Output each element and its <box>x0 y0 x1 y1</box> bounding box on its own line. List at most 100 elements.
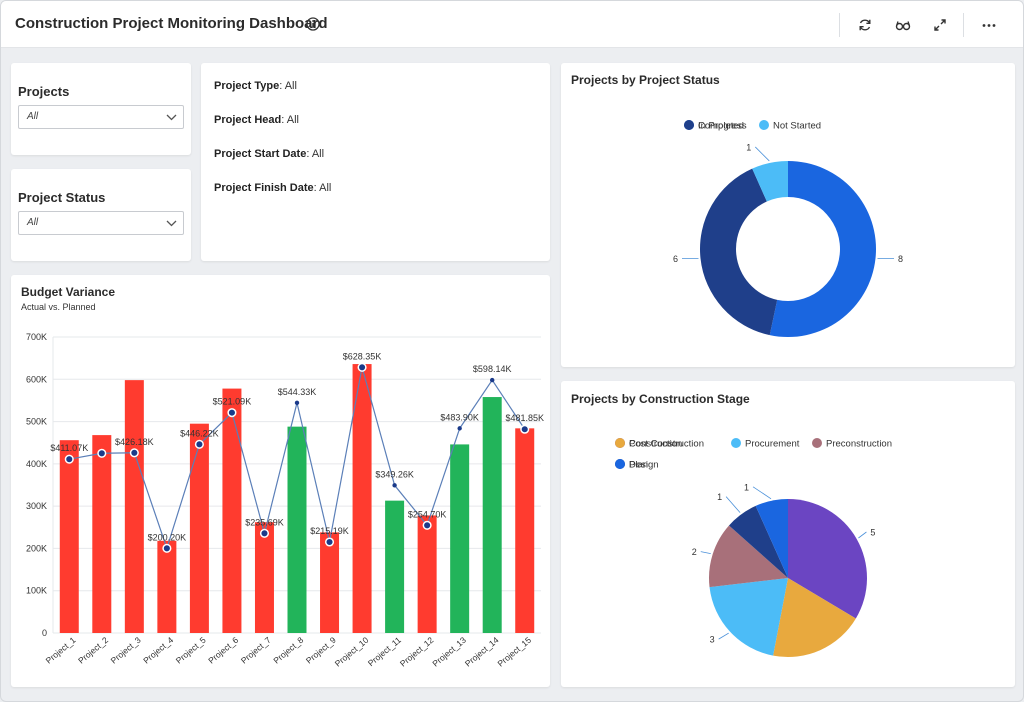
projects-select[interactable]: All <box>18 105 184 129</box>
legend-label: Post Construction <box>629 439 704 450</box>
line-point <box>490 377 495 383</box>
data-label: $544.33K <box>278 387 317 397</box>
pie-slice <box>709 578 788 656</box>
bar <box>222 388 242 633</box>
chart-title: Projects by Project Status <box>571 73 720 87</box>
project-info-card: Project Type: All Project Head: All Proj… <box>201 63 550 261</box>
y-tick-label: 300K <box>26 501 47 511</box>
project-status-card: Projects by Project Status In Progress Co… <box>561 63 1015 367</box>
x-tick-label: Project_6 <box>206 635 240 666</box>
line-point <box>392 483 397 488</box>
header-divider <box>963 13 964 37</box>
pie-slice <box>728 505 788 578</box>
projects-select-value: All <box>27 111 39 122</box>
bar <box>450 444 470 633</box>
chart-subtitle: Actual vs. Planned <box>21 302 96 312</box>
data-label: $254.70K <box>408 509 447 519</box>
bar <box>352 364 372 633</box>
leader-line <box>725 496 741 513</box>
slice-label: 5 <box>870 527 875 537</box>
bar <box>254 522 274 633</box>
info-value: : All <box>313 182 332 194</box>
info-key: Project Head <box>214 114 282 126</box>
line-point <box>227 408 237 418</box>
pie-slice <box>788 499 867 619</box>
leader-line <box>700 551 711 555</box>
data-label: $349.26K <box>375 469 414 479</box>
slice-label: 2 <box>692 547 697 557</box>
chevron-down-icon <box>166 220 177 227</box>
slice-label: 8 <box>898 254 903 264</box>
data-label: $481.85K <box>505 413 544 423</box>
legend-label: Not Started <box>773 121 821 132</box>
data-label: $628.35K <box>343 351 382 361</box>
budget-variance-chart: 0 100K 200K 300K 400K 500K 600K 700K $411.07K $42… <box>26 332 544 669</box>
x-tick-label: Project_13 <box>430 635 468 669</box>
glasses-icon[interactable] <box>895 17 911 33</box>
leader-line <box>858 531 867 539</box>
legend-label: Completed <box>698 121 744 132</box>
x-tick-label: Project_15 <box>495 635 533 669</box>
refresh-icon[interactable] <box>857 17 873 33</box>
chart-title: Budget Variance <box>21 285 116 299</box>
header-bar: Construction Project Monitoring Dashboar… <box>1 1 1023 48</box>
budget-variance-card: Budget Variance Actual vs. Planned 0 100K… <box>11 275 550 687</box>
legend-marker <box>615 459 625 469</box>
x-tick-label: Project_2 <box>76 635 110 666</box>
x-tick-label: Project_3 <box>109 635 143 666</box>
slice-label: 3 <box>710 635 715 645</box>
expand-icon[interactable] <box>932 17 948 33</box>
legend-marker <box>615 438 625 448</box>
leader-line <box>718 632 729 640</box>
line-point <box>129 448 139 458</box>
header-divider <box>839 13 840 37</box>
y-tick-label: 200K <box>26 543 47 553</box>
legend-label: Plan <box>629 460 648 471</box>
info-icon[interactable] <box>306 17 320 31</box>
data-label: $215.19K <box>310 526 349 536</box>
info-value: : All <box>279 80 297 92</box>
line-point <box>357 362 367 372</box>
donut-slice <box>752 161 788 202</box>
data-label: $426.18K <box>115 437 154 447</box>
line-point <box>294 400 300 406</box>
legend-label: Construction <box>629 439 682 450</box>
bar <box>320 532 340 633</box>
line-point <box>64 454 74 464</box>
bar <box>287 426 307 633</box>
data-label: $200.20K <box>148 532 187 542</box>
bar <box>157 540 177 633</box>
x-tick-label: Project_14 <box>463 635 501 669</box>
slice-label: 1 <box>717 492 722 502</box>
y-tick-label: 0 <box>42 628 47 638</box>
leader-line <box>755 146 770 162</box>
construction-stage-card: Projects by Construction Stage Post Cons… <box>561 381 1015 687</box>
status-select[interactable]: All <box>18 211 184 235</box>
x-tick-label: Project_12 <box>398 635 436 669</box>
y-tick-label: 700K <box>26 332 47 342</box>
data-label: $235.69K <box>245 517 284 527</box>
x-tick-label: Project_4 <box>141 635 175 666</box>
x-tick-label: Project_5 <box>174 635 208 666</box>
bar <box>482 397 502 633</box>
status-select-value: All <box>27 217 39 228</box>
bar <box>385 500 405 633</box>
x-tick-label: Project_8 <box>271 635 305 666</box>
info-project-type: Project Type: All <box>214 80 297 92</box>
chevron-down-icon <box>166 114 177 121</box>
pie-slice <box>773 578 856 657</box>
line-point <box>324 537 335 547</box>
info-value: : All <box>306 148 325 160</box>
legend-label: In Progress <box>698 121 747 132</box>
bar <box>59 440 79 633</box>
data-label: $446.22K <box>180 428 219 438</box>
bar <box>124 380 144 633</box>
legend-marker <box>812 438 822 448</box>
more-options-icon[interactable] <box>981 17 997 33</box>
legend-marker <box>684 120 694 130</box>
info-value: : All <box>281 114 299 126</box>
y-tick-label: 100K <box>26 586 47 596</box>
